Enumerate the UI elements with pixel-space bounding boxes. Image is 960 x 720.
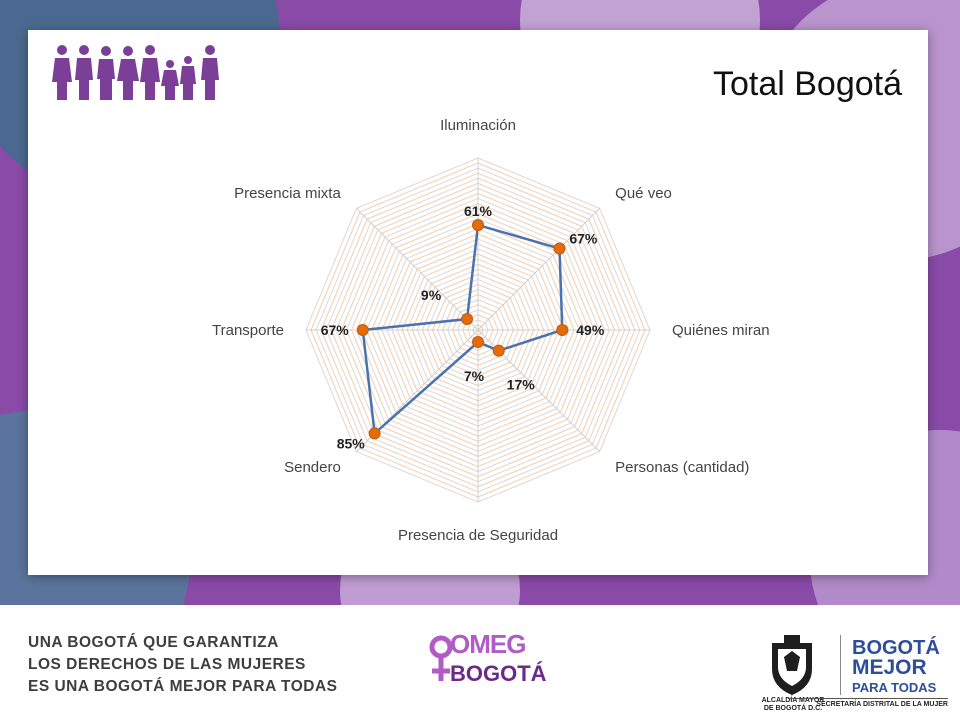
omeg-bogota-logo: OMEG BOGOTÁ	[428, 629, 547, 699]
data-point	[492, 344, 505, 357]
data-label: 67%	[321, 322, 350, 338]
radar-grid	[305, 157, 651, 503]
secretaria-label: SECRETARÍA DISTRITAL DE LA MUJER	[788, 698, 948, 708]
grid-spoke	[356, 208, 479, 331]
footer: UNA BOGOTÁ QUE GARANTIZA LOS DERECHOS DE…	[0, 605, 960, 720]
data-point	[356, 324, 369, 336]
category-label: Presencia mixta	[234, 185, 341, 202]
category-label: Iluminación	[440, 117, 516, 134]
data-point	[472, 336, 484, 349]
alcaldia-line: DE BOGOTÁ D.C.	[763, 705, 823, 712]
radar-series	[356, 219, 569, 440]
bogota-logo-line: PARA TODAS	[852, 680, 937, 695]
data-point	[472, 219, 484, 232]
data-point	[368, 427, 381, 440]
chart-card: 61% 67% 49% 17% 7% 85% 67% 9% Iluminación Qué veo…	[28, 30, 928, 575]
data-label: 17%	[507, 377, 536, 393]
footer-divider	[840, 635, 841, 695]
omeg-logo-text: OMEG	[450, 629, 526, 659]
venus-symbol-icon	[429, 635, 453, 681]
grid-spoke	[477, 208, 600, 331]
women-family-icon	[52, 45, 219, 100]
bogota-logo-line: MEJOR	[852, 656, 927, 679]
omeg-logo-subtext: BOGOTÁ	[450, 661, 547, 686]
category-label: Transporte	[212, 322, 284, 339]
alcaldia-label: ALCALDÍA MAYOR DE BOGOTÁ D.C.	[758, 697, 828, 713]
data-label: 49%	[576, 322, 605, 338]
category-label: Quiénes miran	[672, 322, 770, 339]
bogota-mejor-logo: BOGOTÁ MEJOR PARA TODAS	[852, 638, 940, 698]
bogota-logo-line: BOGOTÁ	[852, 637, 940, 659]
data-point	[461, 313, 474, 326]
chart-title: Total Bogotá	[712, 65, 902, 103]
category-label: Sendero	[284, 459, 341, 476]
slogan-line: LOS DERECHOS DE LAS MUJERES	[28, 656, 306, 673]
slogan-line: ES UNA BOGOTÁ MEJOR PARA TODAS	[28, 678, 338, 695]
radar-chart: 61% 67% 49% 17% 7% 85% 67% 9% Iluminación Qué veo…	[212, 117, 770, 544]
category-label: Presencia de Seguridad	[398, 527, 558, 544]
data-label: 67%	[569, 231, 598, 247]
radar-labels: 61% 67% 49% 17% 7% 85% 67% 9% Iluminación Qué veo…	[212, 117, 770, 544]
bogota-coat-of-arms-icon	[772, 635, 812, 695]
footer-slogan: UNA BOGOTÁ QUE GARANTIZA LOS DERECHOS DE…	[28, 632, 338, 698]
data-label: 9%	[421, 287, 442, 303]
alcaldia-line: ALCALDÍA MAYOR	[761, 697, 825, 704]
data-label: 85%	[337, 435, 366, 451]
category-label: Personas (cantidad)	[615, 459, 749, 476]
data-label: 61%	[464, 203, 493, 219]
slogan-line: UNA BOGOTÁ QUE GARANTIZA	[28, 634, 279, 651]
data-point	[556, 324, 569, 336]
data-point	[553, 242, 566, 255]
data-label: 7%	[464, 368, 485, 384]
category-label: Qué veo	[615, 185, 672, 202]
